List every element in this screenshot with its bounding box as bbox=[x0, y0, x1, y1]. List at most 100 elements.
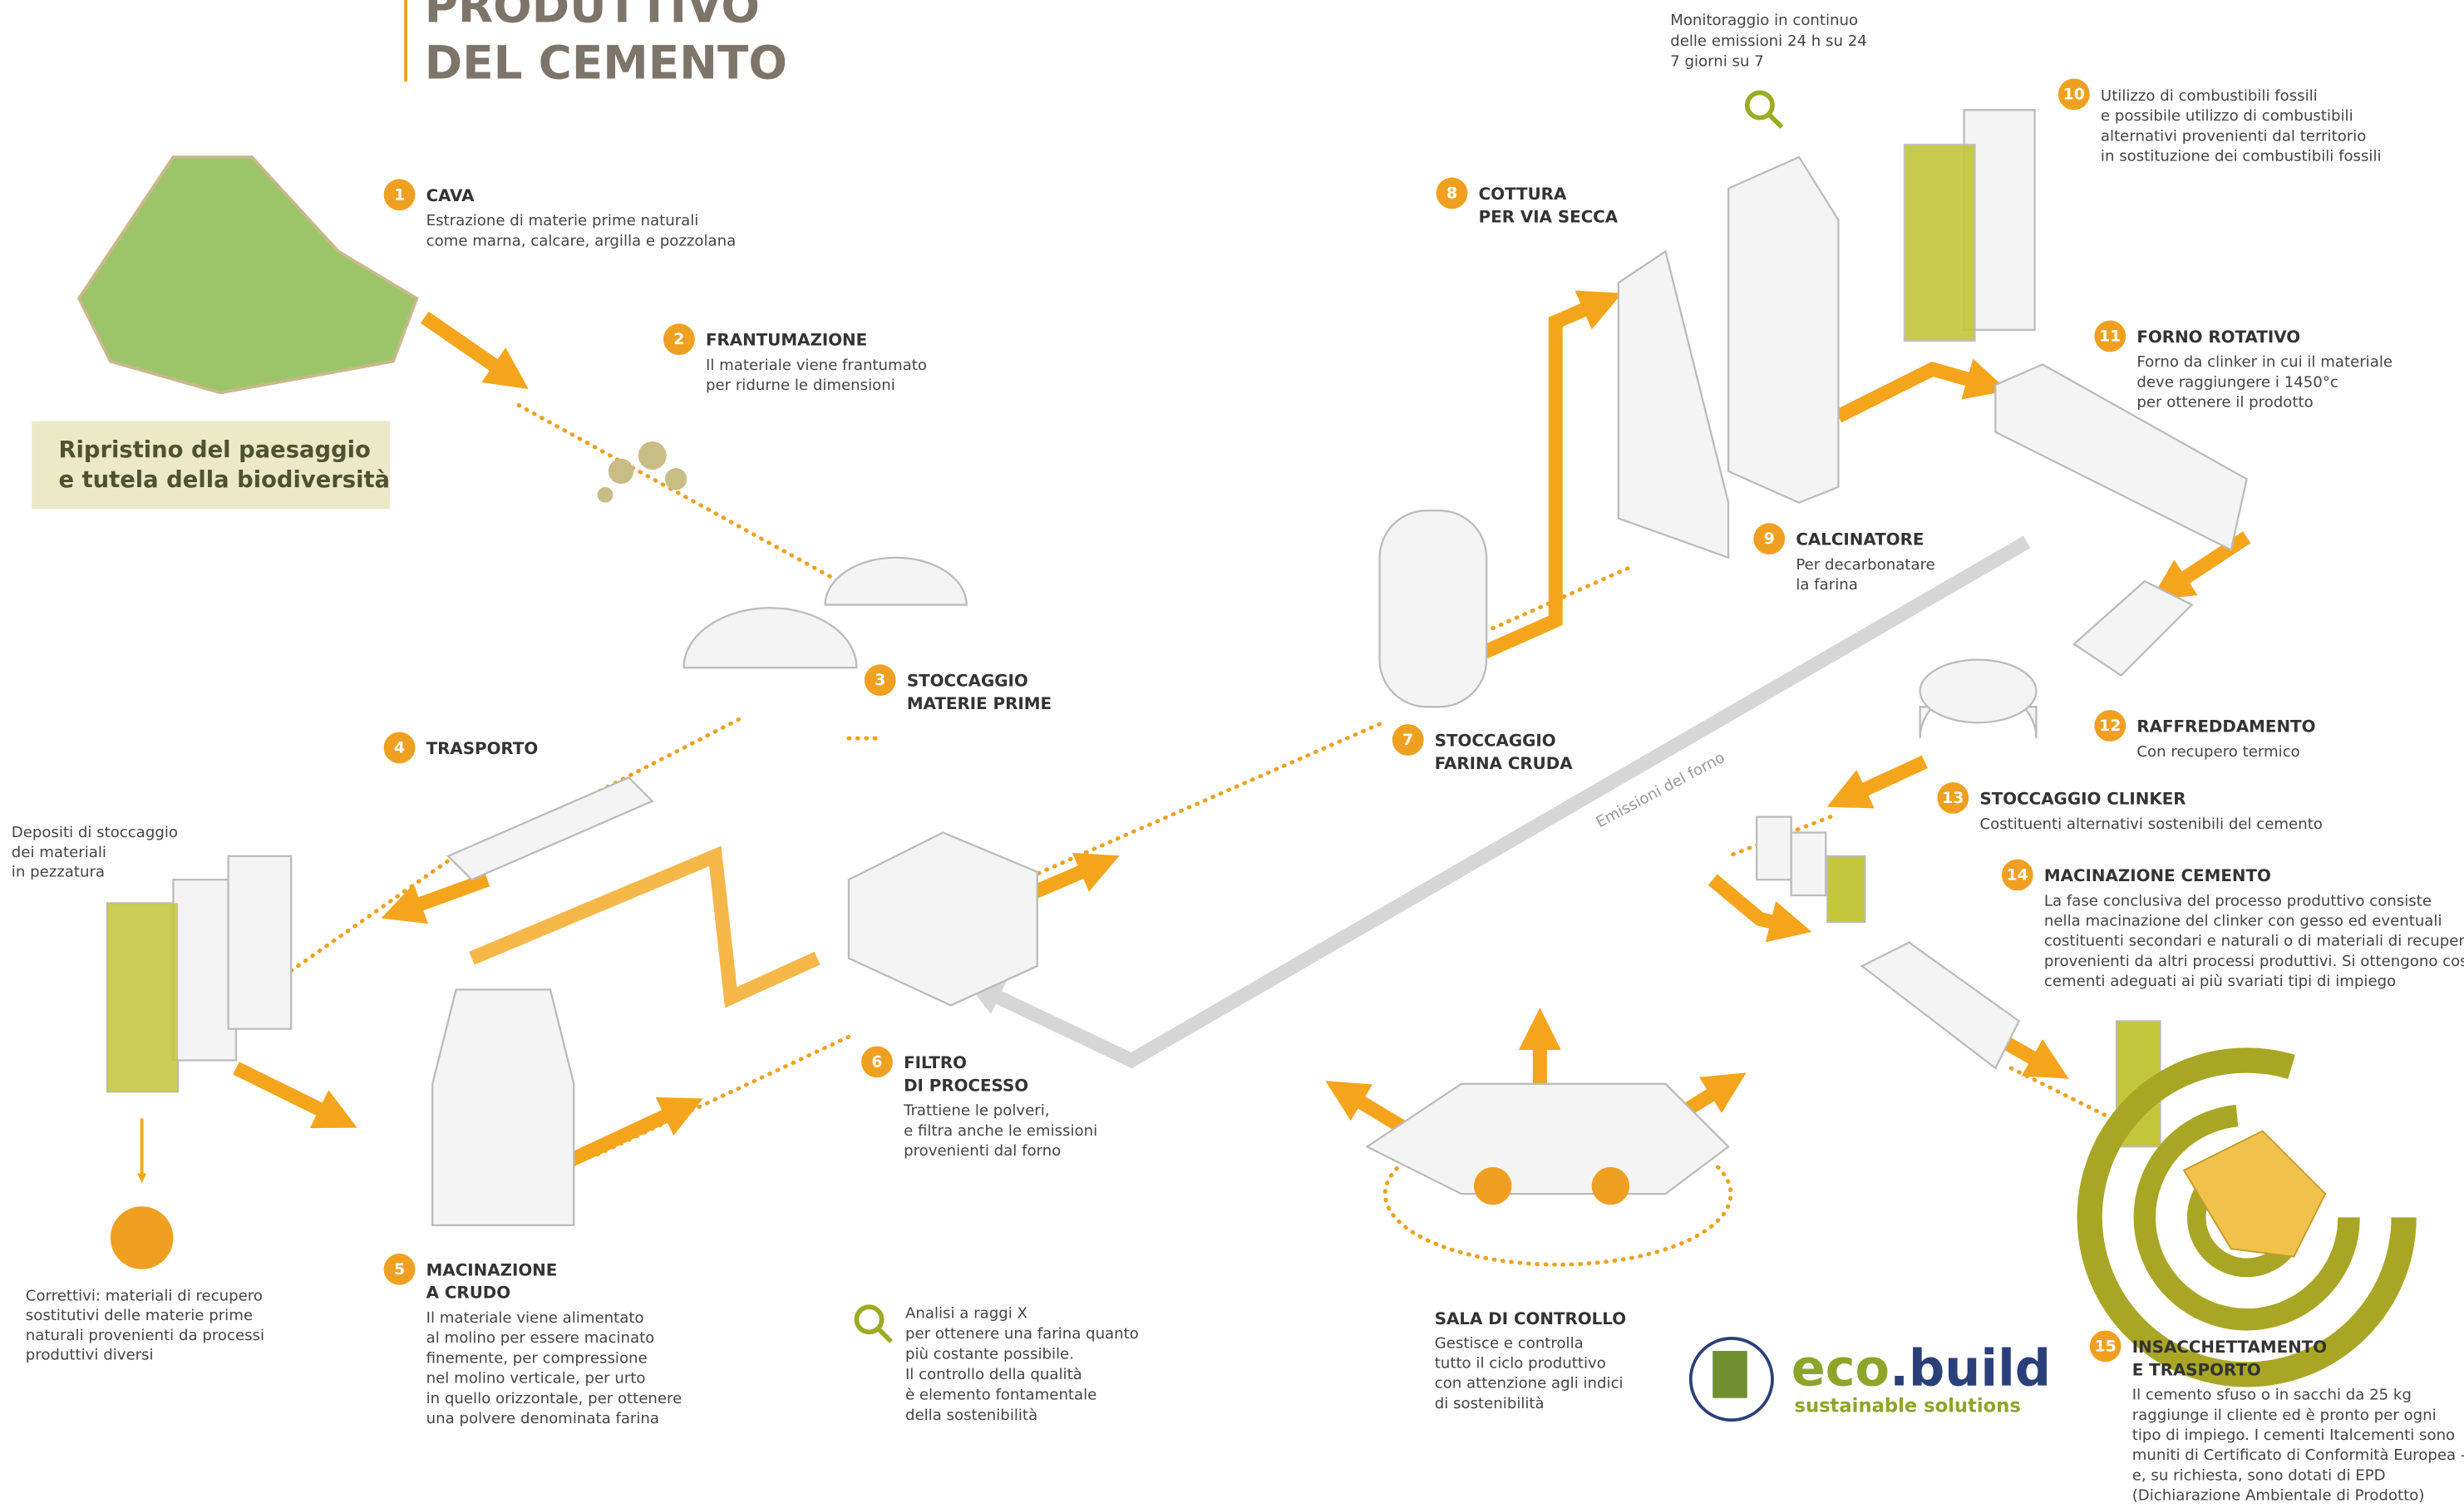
step-title: CAVA bbox=[426, 186, 476, 205]
step-description: finemente, per compressione bbox=[426, 1349, 648, 1367]
step-description: (Dichiarazione Ambientale di Prodotto) bbox=[2132, 1487, 2425, 1505]
page-title: DEL CEMENTO bbox=[425, 36, 787, 89]
step-number: 6 bbox=[871, 1052, 882, 1071]
step-title: MACINAZIONE CEMENTO bbox=[2044, 866, 2271, 885]
step-title: CALCINATORE bbox=[1796, 530, 1924, 549]
step-title: FRANTUMAZIONE bbox=[706, 331, 867, 350]
step-description: come marna, calcare, argilla e pozzolana bbox=[426, 232, 737, 249]
step-description: e possibile utilizzo di combustibili bbox=[2101, 107, 2353, 125]
step-description: e filtra anche le emissioni bbox=[904, 1122, 1097, 1140]
step-description: muniti di Certificato di Conformità Euro… bbox=[2132, 1446, 2464, 1464]
step-description: Costituenti alternativi sostenibili del … bbox=[1979, 816, 2322, 833]
step-title: DI PROCESSO bbox=[904, 1076, 1028, 1095]
step-title: TRASPORTO bbox=[426, 739, 539, 758]
step-description: Trattiene le polveri, bbox=[903, 1102, 1049, 1120]
step-description: Il cemento sfuso o in sacchi da 25 kg bbox=[2132, 1387, 2412, 1404]
step-description: una polvere denominata farina bbox=[426, 1410, 659, 1427]
deposits-note: in pezzatura bbox=[12, 863, 105, 880]
step-description: costituenti secondari e naturali o di ma… bbox=[2044, 933, 2464, 950]
step-title: MACINAZIONE bbox=[426, 1260, 558, 1279]
step-description: Forno da clinker in cui il materiale bbox=[2136, 353, 2393, 371]
step-title: FARINA CRUDA bbox=[1435, 754, 1573, 773]
deposits-note: dei materiali bbox=[12, 844, 106, 861]
step-number: 5 bbox=[394, 1260, 405, 1279]
xray-note: per ottenere una farina quanto bbox=[905, 1325, 1139, 1343]
step-title: STOCCAGGIO bbox=[907, 672, 1028, 691]
step-title: COTTURA bbox=[1479, 185, 1567, 204]
correctives-note: Correttivi: materiali di recupero bbox=[26, 1288, 263, 1305]
step-number: 1 bbox=[394, 185, 405, 204]
xray-note: è elemento fontamentale bbox=[905, 1387, 1096, 1404]
step-number: 3 bbox=[875, 671, 885, 689]
step-title: MATERIE PRIME bbox=[907, 694, 1052, 713]
control-room-description: con attenzione agli indici bbox=[1435, 1375, 1624, 1392]
step-description: raggiunge il cliente ed è pronto per ogn… bbox=[2132, 1407, 2437, 1424]
logo-eco: eco bbox=[1791, 1340, 1890, 1398]
control-room-title: SALA DI CONTROLLO bbox=[1435, 1309, 1626, 1328]
step-description: in sostituzione dei combustibili fossili bbox=[2101, 147, 2382, 165]
step-description: Utilizzo di combustibili fossili bbox=[2101, 87, 2318, 105]
step-description: e, su richiesta, sono dotati di EPD bbox=[2132, 1466, 2386, 1484]
monitoring-note: 7 giorni su 7 bbox=[1670, 52, 1764, 70]
step-number: 12 bbox=[2099, 717, 2121, 735]
step-description: tipo di impiego. I cementi Italcementi s… bbox=[2132, 1427, 2455, 1444]
xray-note: Analisi a raggi X bbox=[905, 1304, 1027, 1322]
monitoring-note: Monitoraggio in continuo bbox=[1670, 12, 1858, 29]
step-number: 8 bbox=[1446, 184, 1457, 202]
step-description: La fase conclusiva del processo produtti… bbox=[2044, 892, 2432, 909]
correctives-note: produttivi diversi bbox=[26, 1346, 154, 1363]
step-title: FORNO ROTATIVO bbox=[2136, 328, 2300, 347]
step-title: E TRASPORTO bbox=[2132, 1360, 2261, 1379]
step-description: Estrazione di materie prime naturali bbox=[426, 212, 699, 229]
step-description: alternativi provenienti dal territorio bbox=[2101, 127, 2366, 145]
step-description: provenienti da altri processi produttivi… bbox=[2044, 953, 2464, 970]
step-number: 13 bbox=[1942, 789, 1964, 807]
step-description: Il materiale viene frantumato bbox=[706, 357, 927, 374]
step-title: FILTRO bbox=[904, 1053, 967, 1072]
step-title: INSACCHETTAMENTO bbox=[2132, 1338, 2327, 1357]
xray-note: più costante possibile. bbox=[905, 1345, 1074, 1363]
step-title: STOCCAGGIO CLINKER bbox=[1979, 789, 2186, 808]
correctives-note: naturali provenienti da processi bbox=[26, 1327, 264, 1344]
xray-note: Il controllo della qualità bbox=[905, 1366, 1082, 1383]
step-description: Il materiale viene alimentato bbox=[426, 1309, 644, 1327]
step-description: provenienti dal forno bbox=[904, 1142, 1061, 1160]
step-number: 10 bbox=[2063, 85, 2085, 103]
control-room-description: tutto il ciclo produttivo bbox=[1435, 1354, 1606, 1372]
step-description: deve raggiungere i 1450°c bbox=[2136, 373, 2338, 391]
landscape-note: Ripristino del paesaggio bbox=[58, 437, 370, 463]
logo-build: .build bbox=[1890, 1340, 2051, 1398]
logo-brand: eco.build bbox=[1791, 1340, 2051, 1398]
step-title: STOCCAGGIO bbox=[1435, 732, 1556, 751]
step-description: nella macinazione del clinker con gesso … bbox=[2044, 913, 2442, 930]
step-number: 7 bbox=[1402, 731, 1413, 749]
landscape-note: e tutela della biodiversità bbox=[58, 467, 390, 493]
step-description: per ridurne le dimensioni bbox=[706, 377, 895, 394]
xray-note: della sostenibilità bbox=[905, 1407, 1037, 1424]
step-description: Per decarbonatare bbox=[1796, 556, 1934, 574]
control-room-description: di sostenibilità bbox=[1435, 1395, 1545, 1412]
step-description: la farina bbox=[1796, 576, 1857, 594]
infographic: PRODUTTIVO DEL CEMENTO 1 CAVA Estrazione di … bbox=[0, 0, 2464, 1508]
control-room-description: Gestisce e controlla bbox=[1435, 1334, 1584, 1352]
page-title: PRODUTTIVO bbox=[425, 0, 760, 32]
step-title: PER VIA SECCA bbox=[1479, 207, 1619, 226]
step-number: 4 bbox=[394, 738, 405, 756]
logo-tagline: sustainable solutions bbox=[1794, 1396, 2020, 1417]
step-title: RAFFREDDAMENTO bbox=[2136, 717, 2315, 737]
step-description: nel molino verticale, per urto bbox=[426, 1370, 646, 1387]
step-description: cementi adeguati ai più svariati tipi di… bbox=[2044, 973, 2396, 990]
step-description: in quello orizzontale, per ottenere bbox=[426, 1390, 683, 1407]
step-description: per ottenere il prodotto bbox=[2136, 394, 2313, 411]
step-title: A CRUDO bbox=[426, 1284, 510, 1303]
step-number: 15 bbox=[2094, 1337, 2116, 1355]
deposits-note: Depositi di stoccaggio bbox=[12, 824, 178, 841]
step-description: al molino per essere macinato bbox=[426, 1329, 655, 1347]
step-number: 9 bbox=[1764, 530, 1775, 548]
correctives-note: sostitutivi delle materie prime bbox=[26, 1307, 253, 1324]
step-number: 11 bbox=[2099, 327, 2121, 345]
monitoring-note: delle emissioni 24 h su 24 bbox=[1670, 32, 1867, 50]
step-number: 2 bbox=[673, 330, 684, 348]
step-number: 14 bbox=[2007, 865, 2028, 884]
step-description: Con recupero termico bbox=[2136, 743, 2299, 761]
